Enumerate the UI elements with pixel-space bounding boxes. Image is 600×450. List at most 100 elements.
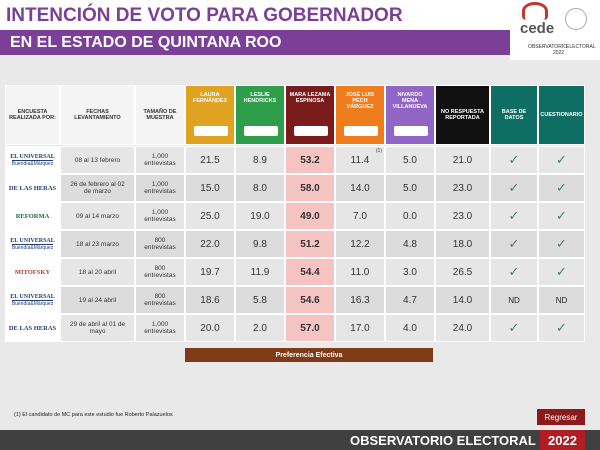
vote-value: 58.0 [300,182,320,194]
column-header: CUESTIONARIO [538,85,585,145]
questionnaire: ✓ [556,236,567,251]
vote-value: 53.2 [300,154,320,166]
column-header-text: FECHAS LEVANTAMIENTO [74,109,121,121]
table-cell: 19.7 [185,258,235,286]
vote-value: 5.0 [403,182,417,194]
table-cell: 54.6 [285,286,335,314]
pollster-sub: Buendía&Márquez [11,159,54,167]
vote-value: 20.0 [200,322,220,334]
vote-value: 0.0 [403,210,417,222]
vote-value: 25.0 [200,210,220,222]
dates: 29 de abril al 01 de mayo [69,321,126,335]
vote-value: 21.0 [452,154,473,166]
column-header: LAURA FERNÁNDEZ [185,85,235,145]
sample: 1,000 entrevistas [144,153,176,167]
vote-value: 4.7 [403,294,417,306]
vote-value: 5.0 [403,154,417,166]
vote-value: 11.0 [350,266,370,278]
logo-caption: OBSERVATORIO [528,44,568,50]
questionnaire: ✓ [556,264,567,279]
table-cell: 23.0 [435,202,490,230]
table-cell: 53.2 [285,146,335,174]
table-cell: EL UNIVERSAL Buendía&Márquez [5,230,60,258]
table-cell: 49.0 [285,202,335,230]
pollster: DE LAS HERAS [8,184,57,192]
column-header-text: CUESTIONARIO [540,112,583,118]
vote-value: 54.4 [300,266,320,278]
pollster: DE LAS HERAS [8,324,57,332]
database: ✓ [508,236,520,251]
table-cell: 7.0 [335,202,385,230]
vote-value: 19.0 [250,210,270,222]
dates: 19 al 24 abril [78,296,117,304]
column-header: BASE DE DATOS [490,85,538,145]
table-cell: 1,000 entrevistas [135,146,185,174]
table-cell: 19 al 24 abril [60,286,135,314]
vote-value: 24.0 [452,322,473,334]
table-cell: ✓ [538,146,585,174]
back-button[interactable]: Regresar [537,409,585,425]
vote-value: 14.0 [350,182,370,194]
column-header-text: LAURA FERNÁNDEZ [193,92,227,104]
table-cell: 11.0 [335,258,385,286]
table-cell: 18 al 23 marzo [60,230,135,258]
table-cell: 16.3 [335,286,385,314]
table-cell: 51.2 [285,230,335,258]
table-cell: 18.0 [435,230,490,258]
footer-bar [0,430,600,450]
questionnaire: ✓ [556,152,567,167]
party-logos [294,126,328,136]
dates: 08 al 13 febrero [74,156,121,164]
table-cell: ✓ [538,174,585,202]
table-cell: ✓ [490,202,538,230]
column-header: MARA LEZAMA ESPINOSA [285,85,335,145]
logo-icon [522,2,548,20]
vote-value: 26.5 [452,266,473,278]
column-header-text: BASE DE DATOS [501,109,527,121]
footnote: (1) El candidato de MC para este estudio… [14,412,173,418]
table-cell: 20.0 [185,314,235,342]
column-header: LESLIE HENDRICKS [235,85,285,145]
vote-value: 4.8 [403,238,417,250]
column-header-text: JOSÉ LUIS PECH VÁRGUEZ [345,92,375,110]
table-cell: 21.0 [435,146,490,174]
table-cell: 19.0 [235,202,285,230]
table-cell: ✓ [538,230,585,258]
party-logos [244,126,278,136]
vote-value: 11.4 [350,154,370,166]
table-cell: DE LAS HERAS [5,174,60,202]
vote-value: 8.0 [253,182,267,194]
table-cell: ✓ [538,314,585,342]
table-cell: ✓ [490,258,538,286]
database: ✓ [508,180,520,195]
database: ✓ [508,208,520,223]
table-cell: 2.0 [235,314,285,342]
logo-caption: 2022 [553,50,565,56]
table-cell: 26.5 [435,258,490,286]
vote-value: 17.0 [350,322,370,334]
column-header: TAMAÑO DE MUESTRA [135,85,185,145]
vote-value: 2.0 [253,322,267,334]
table-cell: 5.0 [385,174,435,202]
pollster: MITOFSKY [14,268,51,276]
vote-value: 23.0 [452,210,473,222]
vote-value: 49.0 [300,210,320,222]
sample: 800 entrevistas [144,293,176,307]
vote-value: 4.0 [403,322,417,334]
vote-value: 15.0 [200,182,220,194]
table-cell: 14.0 [435,286,490,314]
vote-value: 23.0 [452,182,473,194]
column-header-text: NO RESPUESTA REPORTADA [441,109,484,121]
vote-value: 12.2 [350,238,370,250]
table-cell: 18 al 20 abril [60,258,135,286]
table-cell: ✓ [490,146,538,174]
table-cell: 4.8 [385,230,435,258]
pollster: EL UNIVERSAL [10,293,55,300]
subtitle-bar [0,30,510,55]
table-cell: 14.0 [335,174,385,202]
table-cell: 15.0 [185,174,235,202]
table-cell: 12.2 [335,230,385,258]
table-cell: 8.0 [235,174,285,202]
table-cell: 25.0 [185,202,235,230]
